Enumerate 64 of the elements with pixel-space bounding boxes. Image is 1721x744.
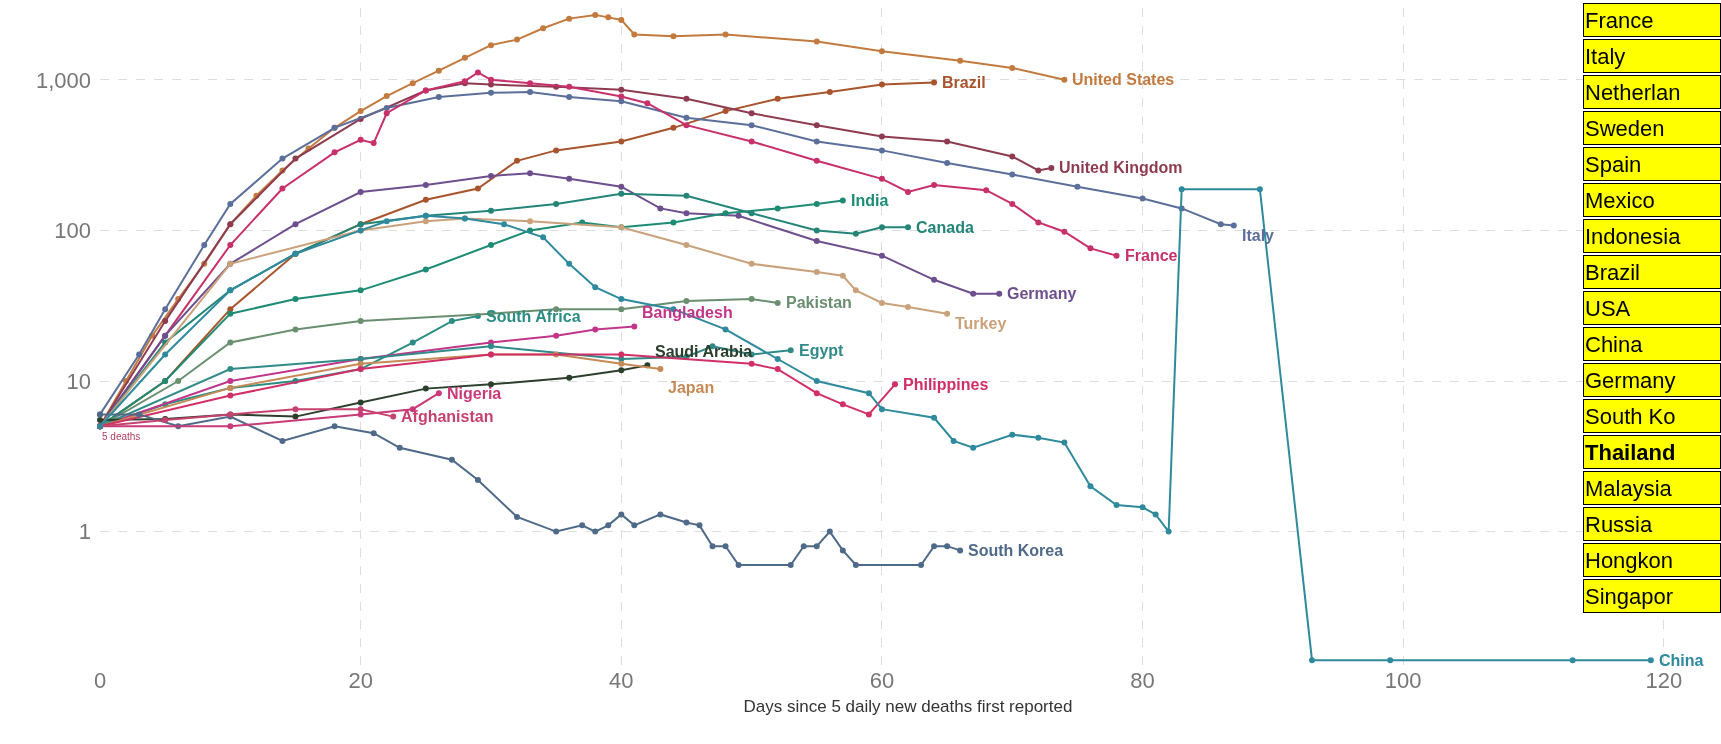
picture-name-table: Mexico — [1583, 183, 1721, 217]
series-label: United States — [1072, 71, 1175, 88]
y-tick-label: 10 — [66, 368, 91, 394]
picture-name-table: Hongkon — [1583, 543, 1721, 577]
x-tick-label: 40 — [609, 668, 634, 693]
annotation: South Ko — [1585, 403, 1676, 429]
picture-name-table: Singapor — [1583, 579, 1721, 613]
picture-name-table: South Ko — [1583, 399, 1721, 433]
series-label: South Africa — [486, 308, 581, 325]
series-label: Japan — [668, 379, 715, 396]
annotation: Germany — [1585, 367, 1676, 393]
annotation: Netherlan — [1585, 79, 1681, 105]
picture-name-table: USA — [1583, 291, 1721, 325]
annotation: Hongkon — [1585, 547, 1674, 573]
x-axis-title: Days since 5 daily new deaths first reported — [743, 697, 1073, 717]
series-label: Canada — [916, 219, 974, 236]
picture-name-table: France — [1583, 3, 1721, 37]
annotation: 5 deaths — [102, 431, 141, 442]
y-tick-label: 100 — [54, 218, 91, 244]
x-tick-label: 60 — [869, 668, 895, 693]
annotation: China — [1585, 331, 1644, 357]
series-label: United Kingdom — [1059, 159, 1183, 176]
annotation: USA — [1585, 295, 1631, 321]
series-label: Philippines — [903, 376, 989, 393]
series-label: Egypt — [799, 342, 845, 359]
picture-name-table: Indonesia — [1583, 219, 1721, 253]
y-tick-label: 1 — [78, 519, 91, 545]
picture-name-table: Spain — [1583, 147, 1721, 181]
series-label: South Korea — [968, 542, 1064, 559]
annotation: Russia — [1585, 511, 1654, 537]
series-label: Brazil — [942, 74, 986, 91]
annotation: Malaysia — [1585, 475, 1673, 501]
picture-name-table: Brazil — [1583, 255, 1721, 289]
series-label: Nigeria — [447, 385, 502, 402]
x-tick-label: 20 — [348, 668, 373, 693]
series-label: Turkey — [955, 315, 1007, 332]
annotation: Italy — [1585, 43, 1626, 69]
series-label: China — [1659, 652, 1704, 669]
annotation: Mexico — [1585, 187, 1655, 213]
picture-name-table: Italy — [1583, 39, 1721, 73]
x-tick-label: 120 — [1645, 668, 1683, 693]
picture-name-table: Malaysia — [1583, 471, 1721, 505]
picture-name-table: Germany — [1583, 363, 1721, 397]
annotation: Thailand — [1585, 439, 1676, 465]
annotation: Sweden — [1585, 115, 1665, 141]
annotation: Spain — [1585, 151, 1642, 177]
series-label: France — [1125, 247, 1178, 264]
series-label: Germany — [1007, 285, 1077, 302]
annotation: Brazil — [1585, 259, 1641, 285]
x-tick-label: 0 — [93, 668, 107, 693]
x-tick-label: 100 — [1384, 668, 1422, 693]
series-label: India — [851, 192, 889, 209]
annotation: Singapor — [1585, 583, 1674, 609]
annotation: Indonesia — [1585, 223, 1682, 249]
series-label: Pakistan — [786, 294, 852, 311]
picture-name-table: Sweden — [1583, 111, 1721, 145]
x-tick-label: 80 — [1130, 668, 1155, 693]
picture-name-table: Russia — [1583, 507, 1721, 541]
picture-name-table: China — [1583, 327, 1721, 361]
series-label: Afghanistan — [401, 408, 494, 425]
y-tick-label: 1,000 — [35, 67, 91, 93]
picture-name-table: Netherlan — [1583, 75, 1721, 109]
picture-name-table: Thailand — [1583, 435, 1721, 469]
annotation: France — [1585, 7, 1654, 33]
